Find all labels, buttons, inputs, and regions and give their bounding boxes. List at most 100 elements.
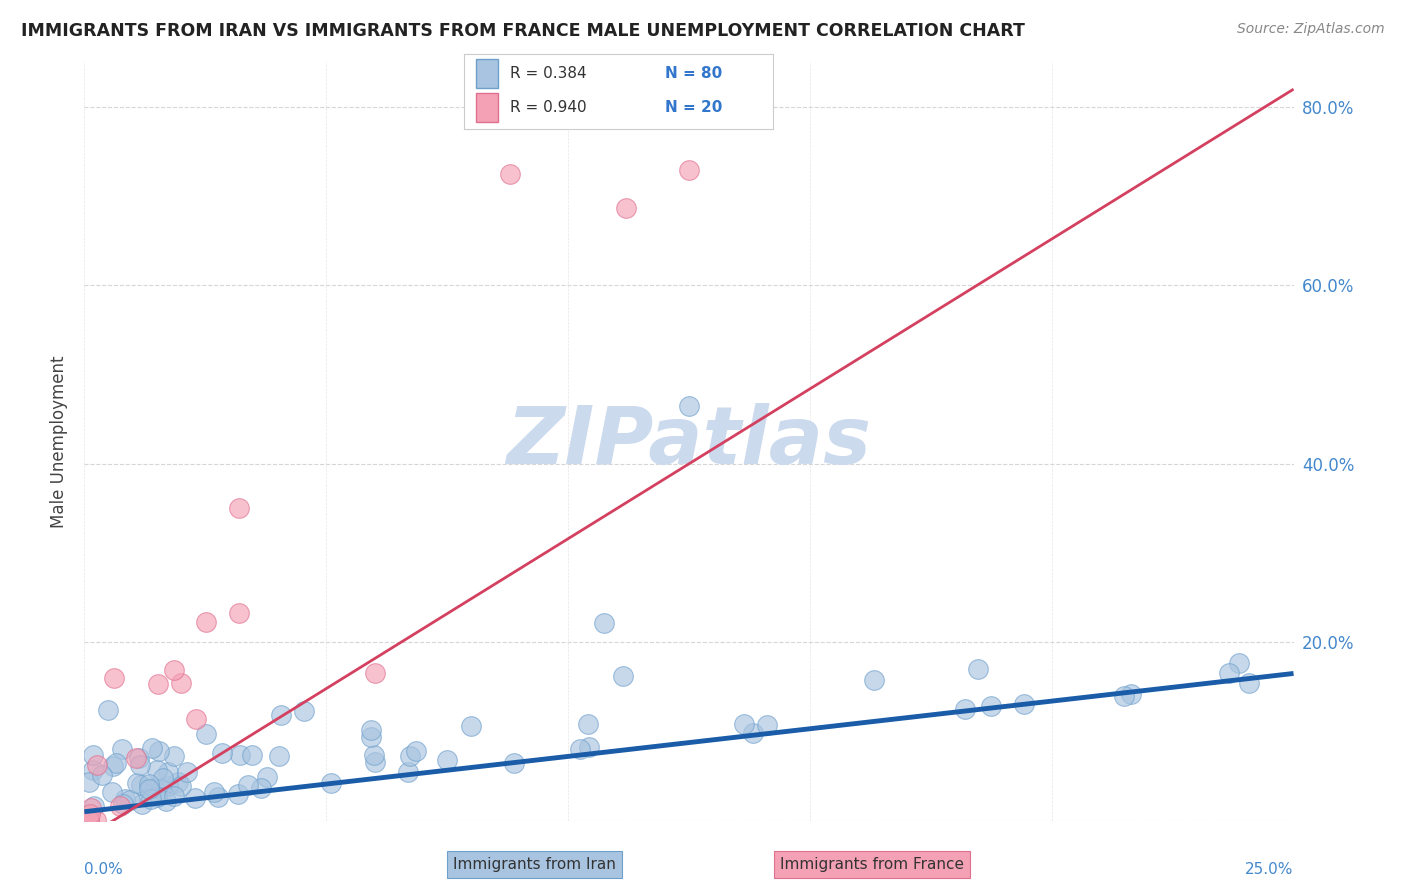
Point <box>207 789 229 804</box>
Point <box>146 763 169 777</box>
Point <box>184 712 207 726</box>
Point <box>270 708 292 723</box>
Point <box>103 671 125 685</box>
Point <box>460 719 482 733</box>
Point <box>149 781 172 796</box>
Point <box>184 790 207 805</box>
Point <box>321 776 343 790</box>
Point <box>83 798 105 813</box>
Point <box>86 757 108 772</box>
Point <box>236 778 259 792</box>
FancyBboxPatch shape <box>477 93 498 122</box>
Point <box>1012 697 1035 711</box>
Point <box>1121 687 1143 701</box>
Text: 25.0%: 25.0% <box>1246 863 1294 878</box>
Point <box>195 727 218 741</box>
Point <box>167 774 190 789</box>
Point <box>148 677 170 691</box>
Point <box>953 702 976 716</box>
Point <box>364 756 387 770</box>
Point <box>114 791 136 805</box>
Point <box>593 615 616 630</box>
Point <box>195 615 218 630</box>
Point <box>90 768 112 782</box>
Point <box>77 813 100 827</box>
Point <box>138 777 160 791</box>
Point <box>112 797 135 811</box>
Point <box>169 779 191 793</box>
Point <box>292 704 315 718</box>
Point <box>77 775 100 789</box>
Point <box>139 792 162 806</box>
Point <box>80 801 103 815</box>
Point <box>148 744 170 758</box>
Point <box>82 747 104 762</box>
Point <box>1237 675 1260 690</box>
Point <box>125 751 148 765</box>
Point <box>363 666 385 681</box>
Point <box>240 747 263 762</box>
Text: N = 80: N = 80 <box>665 66 723 81</box>
Point <box>97 703 120 717</box>
Point <box>269 749 291 764</box>
Point <box>499 167 522 181</box>
Point <box>360 731 382 745</box>
Text: IMMIGRANTS FROM IRAN VS IMMIGRANTS FROM FRANCE MALE UNEMPLOYMENT CORRELATION CHA: IMMIGRANTS FROM IRAN VS IMMIGRANTS FROM … <box>21 22 1025 40</box>
Point <box>398 748 420 763</box>
Point <box>614 201 637 215</box>
Point <box>226 787 249 801</box>
Text: R = 0.384: R = 0.384 <box>510 66 586 81</box>
Text: R = 0.940: R = 0.940 <box>510 100 586 115</box>
Point <box>733 717 755 731</box>
Point <box>128 751 150 765</box>
Text: Immigrants from France: Immigrants from France <box>780 857 963 872</box>
Point <box>229 747 252 762</box>
Point <box>1114 689 1136 703</box>
Point <box>250 781 273 796</box>
Point <box>967 662 990 676</box>
Text: ZIPatlas: ZIPatlas <box>506 402 872 481</box>
Point <box>742 726 765 740</box>
Point <box>157 779 180 793</box>
Point <box>77 813 100 827</box>
Point <box>503 756 526 770</box>
Y-axis label: Male Unemployment: Male Unemployment <box>51 355 69 528</box>
Point <box>118 792 141 806</box>
Point <box>578 717 600 731</box>
Point <box>163 789 186 803</box>
Point <box>256 770 278 784</box>
Point <box>152 771 174 785</box>
Text: Immigrants from Iran: Immigrants from Iran <box>453 857 616 872</box>
Point <box>228 606 250 620</box>
Point <box>678 163 700 178</box>
Point <box>980 699 1002 714</box>
Text: Source: ZipAtlas.com: Source: ZipAtlas.com <box>1237 22 1385 37</box>
Point <box>111 742 134 756</box>
Point <box>129 757 152 772</box>
Point <box>105 756 128 771</box>
FancyBboxPatch shape <box>477 59 498 87</box>
Point <box>1227 656 1250 670</box>
Point <box>131 797 153 812</box>
Point <box>138 781 160 796</box>
Point <box>157 765 180 780</box>
Point <box>146 789 169 804</box>
Point <box>360 723 382 737</box>
Point <box>101 785 124 799</box>
Point <box>863 673 886 688</box>
Point <box>211 747 233 761</box>
Point <box>1218 666 1240 681</box>
Point <box>103 759 125 773</box>
Point <box>82 764 104 778</box>
Point <box>396 764 419 779</box>
Point <box>141 741 163 756</box>
Point <box>79 806 101 821</box>
Point <box>129 778 152 792</box>
Point <box>202 785 225 799</box>
Point <box>755 718 778 732</box>
Point <box>612 669 634 683</box>
Point <box>155 794 177 808</box>
Point <box>569 742 592 756</box>
Point <box>363 748 385 763</box>
Point <box>405 744 427 758</box>
